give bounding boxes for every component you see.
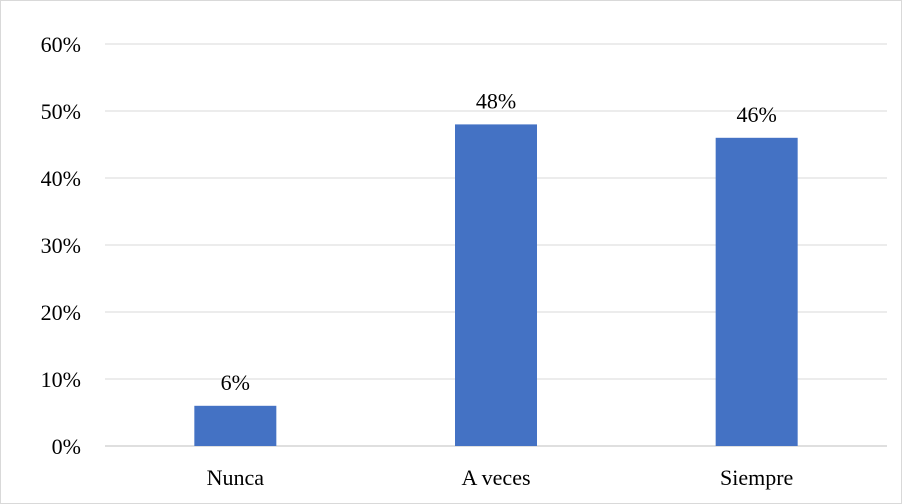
data-label: 6%	[221, 370, 250, 395]
y-tick-label: 30%	[41, 233, 81, 258]
x-tick-label: Nunca	[207, 465, 265, 490]
x-axis-tick-labels: Nunca A veces Siempre	[207, 465, 794, 490]
x-tick-label: A veces	[461, 465, 530, 490]
y-tick-label: 40%	[41, 166, 81, 191]
y-tick-label: 50%	[41, 99, 81, 124]
bar	[194, 405, 277, 446]
y-tick-label: 20%	[41, 300, 81, 325]
y-tick-label: 10%	[41, 367, 81, 392]
bars	[194, 124, 798, 447]
x-tick-label: Siempre	[720, 465, 793, 490]
y-tick-label: 60%	[41, 32, 81, 57]
bar	[715, 137, 798, 447]
y-axis-tick-labels: 0% 10% 20% 30% 40% 50% 60%	[41, 32, 81, 459]
data-labels: 6% 48% 46%	[221, 88, 777, 394]
data-label: 48%	[476, 88, 516, 113]
bar	[455, 124, 537, 447]
y-tick-label: 0%	[52, 434, 81, 459]
data-label: 46%	[737, 102, 777, 127]
